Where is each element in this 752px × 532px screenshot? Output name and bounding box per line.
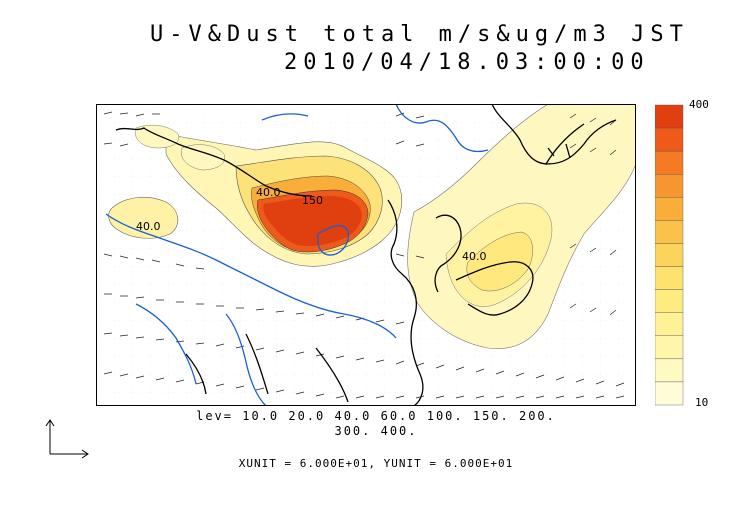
- colorbar-segment: [654, 243, 684, 267]
- colorbar-segment: [654, 335, 684, 360]
- dust-map: 40.0 150 40.0 40.0: [96, 104, 636, 406]
- dust-patch-northwest: [134, 124, 180, 149]
- colorbar-segment: [654, 312, 684, 336]
- colorbar-segment: [654, 381, 684, 406]
- units-text: XUNIT = 6.000E+01, YUNIT = 6.000E+01: [238, 457, 514, 470]
- colorbar-segment: [654, 220, 684, 244]
- colorbar-segment: [654, 127, 684, 152]
- contour-label: 40.0: [136, 220, 161, 233]
- colorbar-segment: [654, 358, 684, 383]
- rivers: [105, 104, 489, 406]
- colorbar-segment: [654, 174, 684, 198]
- reference-vector: [45, 419, 89, 459]
- contour-label: 40.0: [256, 186, 281, 199]
- contour-label: 40.0: [462, 250, 487, 263]
- dust-plume-east: [407, 104, 636, 350]
- coastlines: [115, 104, 617, 406]
- colorbar-segment: [654, 266, 684, 290]
- colorbar-segment: [654, 104, 684, 129]
- dust-plume-main: [165, 133, 403, 267]
- dust-patch-west: [108, 196, 179, 239]
- colorbar-max-label: 400: [689, 98, 709, 111]
- dust-patch-central: [180, 144, 226, 171]
- levels-text-line1: lev= 10.0 20.0 40.0 60.0 100. 150. 200.: [196, 409, 556, 423]
- colorbar: 400 10: [654, 98, 745, 410]
- colorbar-segment: [654, 150, 684, 175]
- chart-title-line2: 2010/04/18.03:00:00: [284, 50, 650, 75]
- levels-text-line2: 300. 400.: [334, 424, 418, 438]
- colorbar-segment: [654, 289, 684, 313]
- chart-title-line1: U-V&Dust total m/s&ug/m3 JST: [150, 22, 689, 47]
- colorbar-min-label: 10: [695, 396, 709, 409]
- colorbar-segment: [654, 197, 684, 221]
- wind-vectors: [103, 111, 625, 399]
- contour-label: 150: [302, 194, 323, 207]
